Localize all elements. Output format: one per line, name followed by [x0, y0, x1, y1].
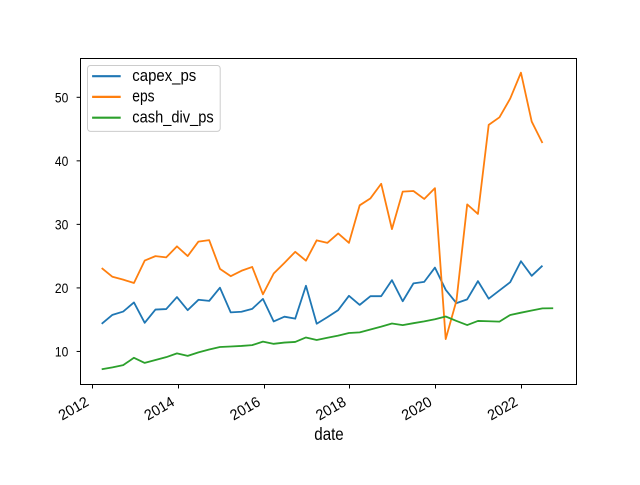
- svg-text:date: date: [314, 424, 343, 444]
- svg-text:eps: eps: [132, 87, 154, 106]
- svg-text:50: 50: [55, 90, 69, 106]
- svg-text:20: 20: [55, 280, 69, 296]
- svg-text:40: 40: [55, 153, 69, 169]
- svg-text:10: 10: [55, 344, 69, 360]
- svg-text:capex_ps: capex_ps: [132, 66, 196, 85]
- svg-text:cash_div_ps: cash_div_ps: [132, 107, 213, 126]
- svg-text:30: 30: [55, 217, 69, 233]
